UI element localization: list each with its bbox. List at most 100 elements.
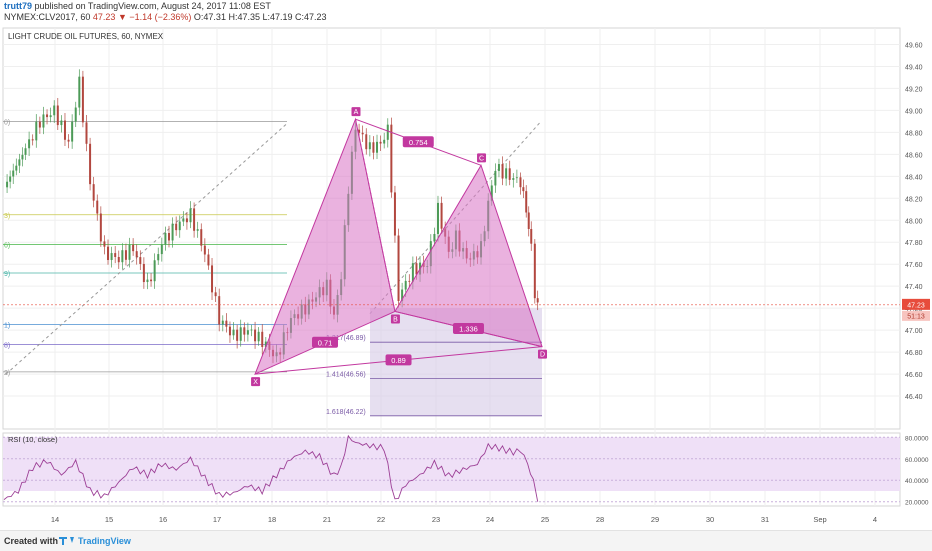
tradingview-logo-icon (59, 537, 74, 545)
candle-body (28, 139, 31, 149)
candle-body (436, 202, 439, 234)
x-tick-label: 14 (51, 515, 59, 524)
candle-body (519, 177, 522, 188)
candle-body (171, 223, 174, 241)
candle-body (397, 235, 400, 302)
ratio-label: 1.336 (459, 325, 478, 334)
x-tick-label: 24 (486, 515, 494, 524)
candle-body (404, 280, 407, 290)
y-tick-label: 47.60 (905, 262, 923, 269)
candle-body (103, 241, 106, 247)
author-name[interactable]: trutt79 (4, 1, 33, 11)
y-tick-label: 49.60 (905, 42, 923, 49)
candle-body (63, 120, 66, 140)
candle-body (261, 331, 264, 347)
candle-body (386, 124, 389, 140)
symbol-label: NYMEX:CLV2017, 60 (4, 12, 91, 22)
candle-body (31, 139, 34, 141)
x-tick-label: 17 (213, 515, 221, 524)
candle-body (211, 265, 214, 293)
candle-body (200, 229, 203, 246)
fib-projection-label: 1.217(46.89) (326, 335, 366, 342)
candle-body (372, 142, 375, 153)
candle-body (264, 341, 267, 347)
candle-body (207, 254, 210, 266)
pattern-point-label: B (393, 316, 398, 323)
candle-body (246, 330, 249, 335)
y-tick-label: 47.80 (905, 240, 923, 247)
rsi-tick-label: 40.0000 (905, 478, 929, 485)
candle-body (505, 168, 508, 179)
tradingview-brand[interactable]: TradingView (78, 536, 131, 546)
y-tick-label: 48.20 (905, 196, 923, 203)
chart-header: trutt79 published on TradingView.com, Au… (0, 0, 932, 24)
candle-body (379, 141, 382, 144)
pattern-point-badge (251, 377, 261, 387)
pattern-point-badge (538, 349, 547, 359)
x-tick-label: 15 (105, 515, 113, 524)
candle-body (411, 263, 414, 282)
chart-frame[interactable]: 14 15 16 17 18 21 22 23 24 25 28 29 30 31 Sep 4 49.60 49.… (0, 24, 932, 530)
candle-body (114, 253, 117, 257)
candle-body (110, 253, 113, 261)
pattern-point-label: C (479, 155, 484, 162)
candle-body (12, 170, 15, 177)
ohlc-values: O:47.31 H:47.35 L:47.19 C:47.23 (193, 12, 327, 22)
candle-body (376, 141, 379, 153)
candle-body (135, 251, 138, 258)
y-tick-label: 46.80 (905, 350, 923, 357)
candle-body (139, 257, 142, 264)
candle-body (501, 164, 504, 179)
fib-level-label: 8) (4, 342, 10, 349)
candle-body (415, 263, 418, 275)
candle-body (124, 250, 127, 260)
candle-body (42, 114, 45, 128)
ratio-badge (402, 136, 434, 148)
chart-canvas[interactable]: 14 15 16 17 18 21 22 23 24 25 28 29 30 31 Sep 4 49.60 49.… (0, 24, 932, 530)
candle-body (15, 165, 18, 171)
candle-body (368, 142, 371, 150)
last-price: 47.23 (92, 12, 116, 22)
candle-body (401, 289, 404, 302)
x-tick-label: 28 (596, 515, 604, 524)
y-tick-label: 49.20 (905, 86, 923, 93)
candle-body (182, 218, 185, 222)
candle-body (254, 329, 257, 342)
candle-body (121, 250, 124, 263)
candle-body (383, 139, 386, 144)
rsi-tick-label: 20.0000 (905, 500, 929, 507)
price-change: ▼ −1.14 (−2.36%) (117, 12, 192, 22)
candle-body (21, 154, 24, 160)
candle-body (67, 139, 70, 142)
candle-body (189, 208, 192, 223)
candle-body (99, 213, 102, 242)
rsi-tick-label: 80.0000 (905, 435, 929, 442)
countdown-tag (902, 310, 930, 321)
candle-body (46, 114, 49, 118)
y-tick-label: 48.60 (905, 152, 923, 159)
countdown-tag-text: 51:13 (907, 313, 925, 320)
candle-body (6, 181, 9, 188)
pattern-point-badge (351, 107, 361, 117)
candle-body (167, 233, 170, 241)
rsi-title: RSI (10, close) (8, 435, 58, 444)
candle-body (74, 107, 77, 122)
y-tick-label: 48.00 (905, 218, 923, 225)
candle-body (132, 244, 135, 252)
ratio-label: 0.754 (409, 138, 428, 147)
candle-body (393, 192, 396, 236)
candle-body (515, 177, 518, 179)
y-tick-label: 46.40 (905, 394, 923, 401)
candle-body (185, 218, 188, 223)
candle-body (433, 233, 436, 242)
candle-body (157, 254, 160, 261)
candle-body (203, 245, 206, 255)
candle-body (257, 331, 260, 342)
y-tick-label: 49.00 (905, 108, 923, 115)
candle-body (494, 170, 497, 186)
candle-body (232, 329, 235, 336)
candle-body (56, 105, 59, 126)
candle-body (146, 279, 149, 283)
rsi-tick-label: 60.0000 (905, 457, 929, 464)
x-tick-label: Sep (813, 515, 826, 524)
